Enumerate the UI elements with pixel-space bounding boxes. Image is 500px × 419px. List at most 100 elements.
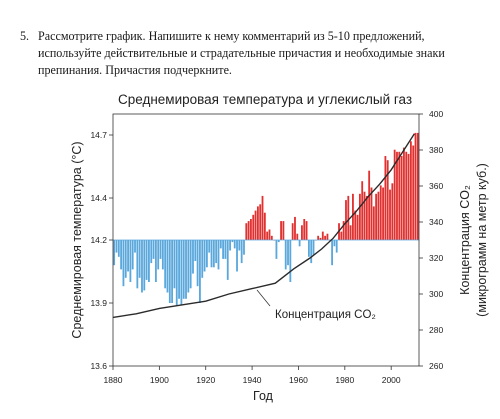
temperature-bar	[301, 225, 303, 240]
temperature-bar	[229, 240, 231, 251]
temperature-bar	[185, 240, 187, 299]
y2-tick-label: 380	[429, 145, 443, 155]
temperature-bar	[310, 240, 313, 264]
temperature-bar	[321, 231, 324, 240]
x-tick-label: 1920	[196, 375, 215, 385]
temperature-bar	[409, 141, 412, 240]
temperature-bar	[189, 240, 192, 289]
temperature-bar	[349, 225, 352, 240]
temperature-bar	[317, 235, 320, 240]
temperature-bar	[393, 149, 396, 240]
temperature-bar	[201, 240, 204, 278]
temperature-bar	[231, 240, 234, 243]
temperature-bar	[247, 221, 250, 240]
temperature-bar	[326, 233, 329, 240]
temperature-bar	[382, 187, 384, 240]
temperature-bar	[219, 240, 222, 249]
temperature-bar	[164, 240, 167, 289]
temperature-bar	[403, 147, 405, 240]
temperature-bar	[386, 160, 389, 240]
temperature-bar	[154, 240, 157, 282]
temperature-bar	[236, 240, 238, 272]
temperature-bar	[384, 156, 387, 240]
temperature-bar	[256, 206, 259, 240]
temperature-bar	[122, 240, 125, 287]
temperature-bar	[145, 240, 148, 280]
temperature-bar	[148, 240, 150, 282]
temperature-bar	[377, 191, 380, 240]
temperature-bar	[284, 240, 287, 270]
temperature-bar	[226, 240, 229, 280]
temperature-bar	[129, 240, 132, 282]
temperature-bar	[263, 212, 266, 240]
temperature-bar	[379, 185, 382, 240]
temperature-bar	[289, 240, 292, 282]
temperature-bar	[400, 156, 403, 240]
temperature-bar	[354, 210, 357, 240]
y2-axis-label-line1: Концентрация CO₂	[458, 185, 472, 295]
temperature-bar	[115, 240, 118, 253]
temperature-bar	[303, 219, 306, 240]
temperature-bar	[291, 223, 294, 240]
y2-tick-label: 260	[429, 361, 443, 371]
temperature-bar	[182, 240, 185, 299]
task-number: 5.	[20, 29, 30, 43]
temperature-bar	[407, 153, 410, 240]
temperature-bar	[280, 221, 282, 240]
temperature-bar	[187, 240, 190, 293]
temperature-bar	[416, 132, 419, 240]
axis-ticks: 1880 1900 1920 1940 1960 1980 2000 14.7 14.4 14.2…	[90, 109, 443, 385]
temperature-bar	[396, 151, 398, 240]
temperature-bar	[305, 221, 308, 240]
temperature-bar	[266, 231, 269, 240]
temperature-bar	[287, 240, 289, 266]
chart-title: Среднемировая температура и углекислый г…	[118, 92, 412, 107]
temperature-bar	[138, 240, 141, 278]
y2-axis-label-line2: (микрограмм на метр куб.)	[475, 163, 489, 317]
temperature-bar	[296, 233, 299, 240]
temperature-bar	[127, 240, 129, 272]
temperature-bar	[224, 240, 227, 259]
temperature-bar	[168, 240, 171, 303]
temperature-bar	[361, 181, 364, 240]
temperature-bar	[282, 221, 285, 240]
temperature-bar	[414, 132, 417, 240]
co2-annotation: Концентрация CO₂	[275, 309, 376, 321]
temperature-bar	[131, 240, 134, 270]
temperature-bar	[363, 191, 366, 240]
y2-tick-label: 340	[429, 217, 443, 227]
temperature-bar	[347, 195, 350, 240]
y-tick-label: 14.2	[90, 235, 107, 245]
temperature-bar	[143, 240, 146, 291]
task-line: Рассмотрите график. Напишите к нему комм…	[38, 29, 425, 43]
temperature-bar	[134, 240, 136, 253]
temperature-bar	[342, 221, 345, 240]
temperature-bar	[358, 193, 361, 240]
temperature-bar	[212, 240, 215, 268]
temperature-bar	[333, 240, 336, 247]
y2-tick-label: 280	[429, 325, 443, 335]
temperature-bar	[192, 240, 194, 274]
temperature-bar	[391, 183, 394, 240]
y-tick-label: 14.7	[90, 130, 107, 140]
x-axis-label: Год	[253, 389, 274, 403]
temperature-bar	[233, 240, 236, 249]
temperature-bar	[173, 240, 176, 289]
temperature-bar	[356, 214, 359, 240]
temperature-bar	[194, 240, 197, 261]
temperature-bar	[275, 240, 278, 259]
temperature-bar	[294, 216, 296, 240]
temperature-bar	[120, 240, 123, 270]
y-tick-label: 13.9	[90, 298, 107, 308]
temperature-bar	[240, 240, 243, 264]
temperature-bar	[375, 193, 378, 240]
x-tick-label: 1880	[104, 375, 123, 385]
temperature-bar	[159, 240, 162, 259]
temperature-bars	[113, 132, 419, 306]
temperature-bar	[389, 189, 391, 240]
temperature-bar	[166, 240, 169, 293]
temperature-bar	[398, 151, 401, 240]
temperature-bar	[261, 195, 264, 240]
temperature-bar	[150, 240, 153, 264]
